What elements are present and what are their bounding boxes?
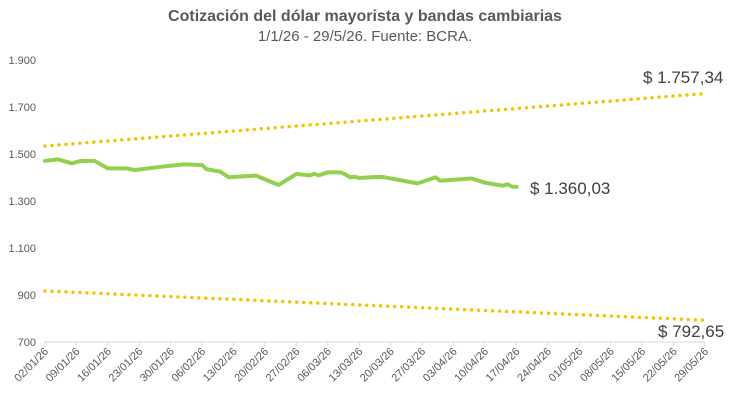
annotation-dolar-ultimo: $ 1.360,03 [530,179,610,198]
chart-title: Cotización del dólar mayorista y bandas … [168,8,562,25]
series-line-banda-inferior [43,289,707,322]
y-tick-label: 1.900 [8,55,36,67]
y-tick-label: 1.700 [8,102,36,114]
series-line-banda-superior [43,91,707,148]
chart-subtitle: 1/1/26 - 29/5/26. Fuente: BCRA. [257,28,473,45]
y-tick-label: 1.300 [8,196,36,208]
y-tick-label: 700 [18,337,36,349]
series-line-dolar-mayorista [43,157,519,189]
y-tick-label: 900 [18,290,36,302]
y-tick-label: 1.500 [8,149,36,161]
annotation-banda-superior: $ 1.757,34 [643,68,723,87]
x-tick-label: 29/05/26 [672,346,711,385]
y-tick-label: 1.100 [8,243,36,255]
annotation-banda-inferior: $ 792,65 [658,322,724,341]
